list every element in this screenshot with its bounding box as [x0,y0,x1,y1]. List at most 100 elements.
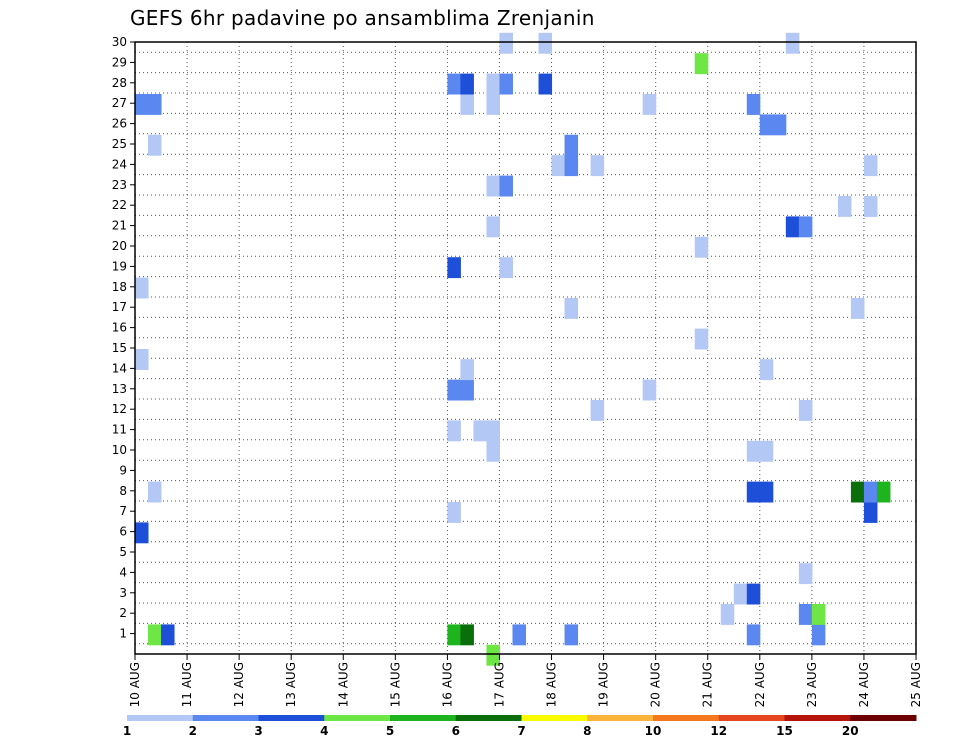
y-tick-label: 7 [119,504,127,518]
y-tick-label: 16 [112,321,127,335]
heatmap-cell [746,440,761,462]
heatmap-cell [148,624,162,646]
heatmap-cell [460,379,474,401]
y-tick-label: 19 [112,259,127,273]
heatmap-cell [135,94,149,115]
heatmap-cell [759,114,774,136]
heatmap-cell [148,481,162,503]
x-tick-label: 21 AUG [701,662,715,707]
heatmap-cell [642,379,657,401]
x-tick-label: 22 AUG [753,662,767,707]
y-tick-label: 11 [112,423,127,437]
x-tick-label: 10 AUG [128,662,142,707]
heatmap-cell [785,216,800,238]
heatmap-cell [590,155,605,177]
y-tick-label: 23 [112,178,127,192]
legend-label: 1 [123,724,131,738]
heatmap-cell [486,175,500,197]
y-tick-label: 28 [112,76,127,90]
legend-swatch [192,715,259,721]
legend-swatch [455,715,522,721]
y-tick-label: 30 [112,35,127,49]
legend-swatch [718,715,785,721]
y-tick-label: 17 [112,300,127,314]
heatmap-cell [447,379,461,401]
heatmap-cell [785,32,800,54]
legend-swatch [784,715,851,721]
heatmap-cell [772,114,787,136]
heatmap-cell [473,420,487,442]
x-tick-label: 18 AUG [545,662,559,707]
y-tick-label: 15 [112,341,127,355]
y-tick-label: 12 [112,402,127,416]
heatmap-cell [642,94,657,115]
y-tick-label: 18 [112,280,127,294]
heatmap-cell [798,563,813,585]
heatmap-cell [850,481,865,503]
heatmap-cell [564,155,579,177]
x-tick-label: 16 AUG [440,662,454,707]
heatmap-cell [486,440,500,462]
y-tick-label: 1 [119,627,127,641]
y-tick-label: 14 [112,361,127,375]
heatmap-cell [161,624,175,646]
heatmap-cell [590,400,605,421]
y-tick-label: 3 [119,586,127,600]
heatmap-cell [850,298,865,319]
color-legend: 1 2 3 4 5 6 7 8 10 12 15 20 [123,715,917,738]
y-tick-label: 9 [119,463,127,477]
heatmap-cell [499,32,513,54]
heatmap-cell [135,277,149,299]
heatmap-cell [564,624,579,646]
heatmap-cell [564,134,579,156]
heatmap-cell [538,73,553,95]
legend-swatch [587,715,654,721]
heatmap-cell [486,420,500,442]
heatmap-cell [746,624,761,646]
legend-label: 6 [452,724,460,738]
heatmap-cell [694,53,709,75]
heatmap-cell [486,73,500,95]
legend-swatch [521,715,588,721]
legend-swatch [324,715,391,721]
heatmap-cell [460,73,474,95]
y-tick-label: 27 [112,96,127,110]
heatmap-cell [798,400,813,421]
heatmap-cells [135,32,891,666]
heatmap-cell [863,502,878,523]
heatmap-cell [876,481,891,503]
heatmap-cell [499,257,513,279]
x-tick-label: 13 AUG [284,662,298,707]
heatmap-cell [148,94,162,115]
x-tick-label: 15 AUG [388,662,402,707]
x-tick-label: 19 AUG [597,662,611,707]
heatmap-cell [447,257,461,279]
heatmap-cell [759,440,774,462]
chart-title: GEFS 6hr padavine po ansamblima Zrenjani… [130,6,595,30]
y-axis: 1234567891011121314151617181920212223242… [112,35,135,641]
heatmap-cell [486,94,500,115]
heatmap-cell [551,155,566,177]
y-tick-label: 22 [112,198,127,212]
heatmap-cell [148,134,162,156]
heatmap-cell [460,94,474,115]
legend-label: 10 [645,724,662,738]
heatmap-cell [733,583,748,605]
heatmap-cell [460,624,474,646]
heatmap-cell [720,604,735,625]
legend-swatch [258,715,325,721]
y-tick-label: 4 [119,565,127,579]
x-tick-label: 17 AUG [492,662,506,707]
x-tick-label: 11 AUG [180,662,194,707]
legend-swatch [127,715,194,721]
legend-label: 7 [517,724,525,738]
x-tick-label: 12 AUG [232,662,246,707]
x-tick-label: 20 AUG [649,662,663,707]
heatmap-cell [499,175,513,197]
legend-label: 4 [320,724,328,738]
legend-label: 12 [710,724,727,738]
heatmap-cell [447,502,461,523]
x-tick-label: 23 AUG [805,662,819,707]
heatmap-cell [746,583,761,605]
heatmap-cell [746,94,761,115]
